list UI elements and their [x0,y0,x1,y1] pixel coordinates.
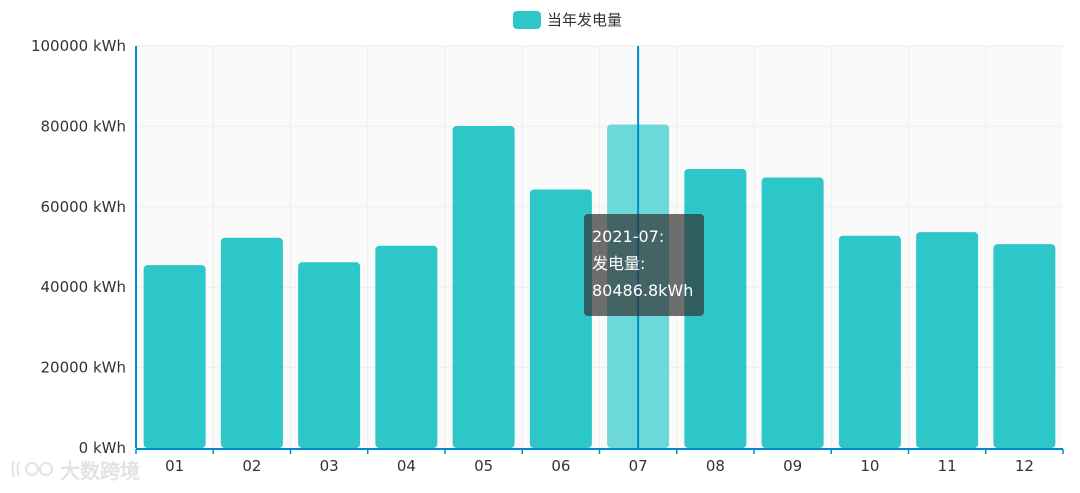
y-tick-label: 60000 kWh [40,198,126,216]
y-tick-label: 0 kWh [79,439,126,457]
tooltip-value: 80486.8kWh [592,281,694,300]
bar-05[interactable] [452,125,515,449]
bars [143,124,1056,449]
bar-10[interactable] [838,235,901,448]
y-tick-label: 100000 kWh [31,37,126,55]
x-tick-label: 09 [783,457,802,475]
x-tick-label: 12 [1015,457,1034,475]
tooltip-label: 发电量: [592,254,646,273]
legend-swatch[interactable] [513,11,541,29]
watermark: 大数跨境 [10,456,140,483]
x-axis-labels: 01 02 03 04 05 06 07 08 09 10 11 12 [165,457,1034,475]
x-tick-label: 02 [242,457,261,475]
y-tick-label: 20000 kWh [40,359,126,377]
legend-label[interactable]: 当年发电量 [547,11,622,29]
x-tick-label: 07 [629,457,648,475]
bar-03[interactable] [298,262,361,448]
x-tick-label: 05 [474,457,493,475]
tooltip: 2021-07: 发电量: 80486.8kWh [584,214,704,316]
bar-11[interactable] [916,232,979,448]
bar-04[interactable] [375,245,438,448]
x-tick-label: 11 [938,457,957,475]
y-tick-label: 40000 kWh [40,278,126,296]
x-tick-label: 06 [551,457,570,475]
tooltip-period: 2021-07: [592,227,665,246]
watermark-text: 大数跨境 [60,458,140,483]
bar-12[interactable] [993,244,1056,448]
y-axis-labels: 0 kWh 20000 kWh 40000 kWh 60000 kWh 80000 kW… [31,37,126,457]
y-tick-label: 80000 kWh [40,117,126,135]
x-tick-label: 03 [320,457,339,475]
legend[interactable]: 当年发电量 [513,11,622,29]
x-tick-label: 08 [706,457,725,475]
bar-09[interactable] [761,177,824,449]
watermark-logo-icon [11,460,53,478]
bar-06[interactable] [529,189,592,448]
x-tick-label: 10 [860,457,879,475]
bar-01[interactable] [143,265,206,448]
x-tick-label: 01 [165,457,184,475]
bar-02[interactable] [220,237,283,448]
x-tick-label: 04 [397,457,416,475]
